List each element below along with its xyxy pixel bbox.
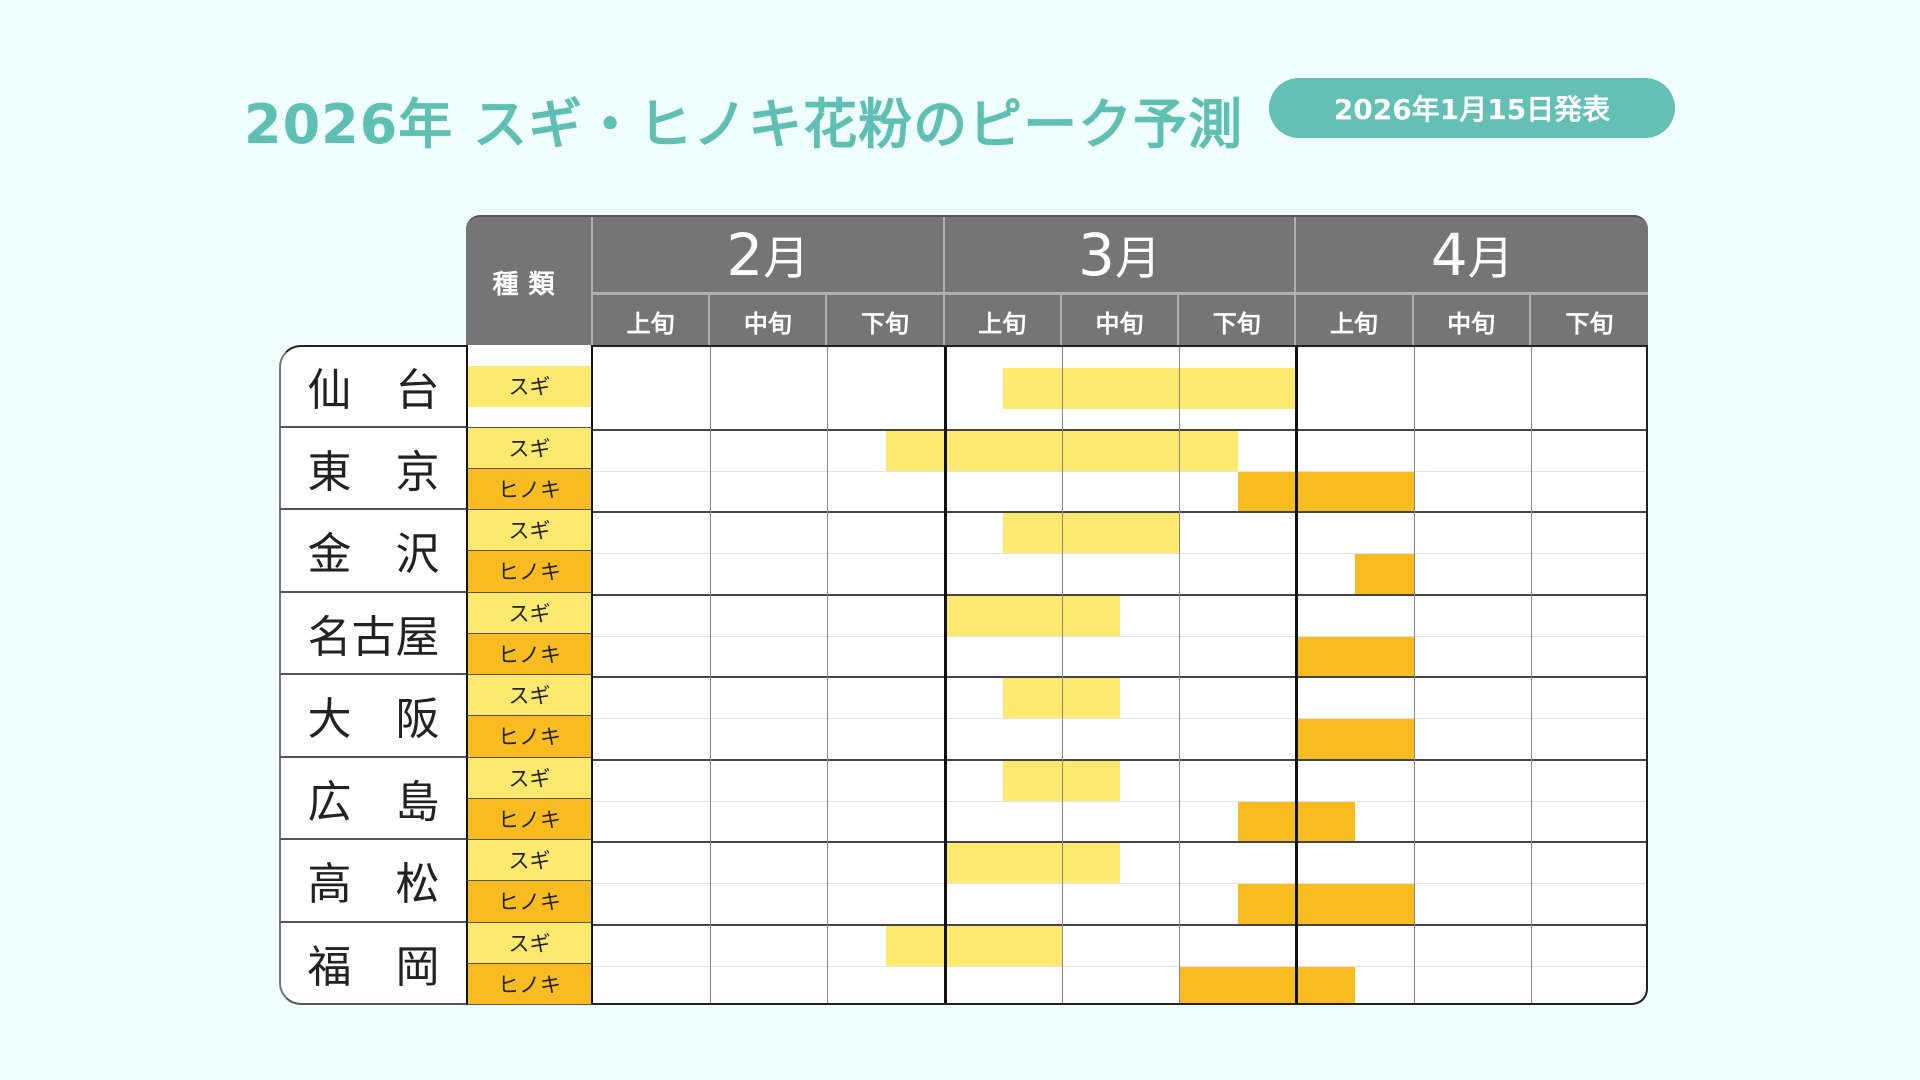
type-column-header: 種類 [466,217,593,347]
city-label: 名古屋 [279,592,466,675]
type-label-sugi: スギ [466,675,593,717]
peak-bar-hinoki [1179,966,1355,1003]
dekad-divider [827,347,829,1003]
type-label-sugi: スギ [466,510,593,552]
dekad-divider [1061,347,1063,1003]
city-label: 広 島 [279,757,466,840]
row-divider [593,593,1646,596]
row-divider [593,841,1646,843]
row-divider [593,428,1646,431]
dekad-header: 中旬 [1414,295,1531,347]
dekad-header: 上旬 [593,295,711,347]
city-label: 仙 台 [279,345,466,428]
peak-bar-hinoki [1237,471,1414,512]
type-label-hinoki: ヒノキ [466,881,593,923]
city-label: 東 京 [279,427,466,510]
dekad-divider [1179,347,1181,1003]
month-suffix: 月 [763,230,810,285]
subrow-divider [593,965,1646,967]
type-label-hinoki: ヒノキ [466,633,593,675]
peak-bar-sugi [886,925,1062,966]
month-number: 4 [1430,220,1468,289]
peak-bar-hinoki [1296,636,1414,677]
type-label-sugi: スギ [466,427,593,469]
month-suffix: 月 [1467,230,1514,285]
type-label-sugi: スギ [466,840,593,882]
release-date-badge: 2026年1月15日発表 [1269,78,1675,138]
page-title: 2026年 スギ・ヒノキ花粉のピーク予測 [244,93,1244,156]
dekad-header: 下旬 [827,295,945,347]
subrow-divider [593,800,1646,802]
type-label-sugi: スギ [468,365,591,407]
type-cell: スギ [466,345,593,428]
type-label-hinoki: ヒノキ [466,716,593,758]
type-label-hinoki: ヒノキ [466,468,593,510]
city-label: 金 沢 [279,510,466,593]
month-number: 2 [726,220,764,289]
peak-bar-hinoki [1296,719,1414,760]
peak-bar-sugi [944,843,1121,884]
pollen-peak-table: 種類 2 月 3 月 4 月上旬 中旬 下旬 上旬 中旬 下旬 上旬 中旬 下旬 仙 台スギ東 京スギ ヒノ… [279,215,1648,1005]
dekad-header: 中旬 [1062,295,1180,347]
month-divider [1295,347,1299,1003]
dekad-divider [710,347,712,1003]
month-suffix: 月 [1114,230,1161,285]
subrow-divider [593,553,1646,555]
month-number: 3 [1078,220,1115,289]
row-divider [593,511,1646,513]
row-divider [593,758,1646,761]
dekad-header: 下旬 [1565,309,1614,338]
peak-bar-hinoki [1237,884,1414,925]
month-divider [943,347,947,1003]
type-label-hinoki: ヒノキ [466,963,593,1005]
schedule-grid [593,345,1648,1005]
dekad-header: 下旬 [1179,295,1297,347]
type-label-sugi: スギ [466,757,593,799]
type-label-sugi: スギ [466,592,593,634]
subrow-divider [593,470,1646,472]
type-label-sugi: スギ [466,922,593,964]
peak-bar-sugi [944,595,1121,636]
subrow-divider [593,635,1646,637]
type-label-hinoki: ヒノキ [466,798,593,840]
dekad-header: 中旬 [710,295,828,347]
city-label: 福 岡 [279,922,466,1005]
city-label: 高 松 [279,840,466,923]
subrow-divider [593,718,1646,720]
dekad-header: 上旬 [945,295,1062,347]
table-header: 種類 2 月 3 月 4 月上旬 中旬 下旬 上旬 中旬 下旬 上旬 中旬 下旬 [466,215,1648,347]
peak-bar-sugi [1003,367,1297,409]
type-label-hinoki: ヒノキ [466,551,593,593]
row-divider [593,676,1646,678]
city-label: 大 阪 [279,675,466,758]
peak-bar-sugi [1003,513,1180,554]
row-divider [593,923,1646,926]
dekad-divider [1530,347,1532,1003]
peak-bar-hinoki [1354,554,1414,595]
table-body: 仙 台スギ東 京スギ ヒノキ金 沢スギ ヒノキ 名古屋 スギ ヒノキ大 阪スギ ヒノキ広 島… [279,345,1648,1005]
dekad-header: 上旬 [1296,295,1414,347]
dekad-divider [1413,347,1415,1003]
subrow-divider [593,883,1646,885]
